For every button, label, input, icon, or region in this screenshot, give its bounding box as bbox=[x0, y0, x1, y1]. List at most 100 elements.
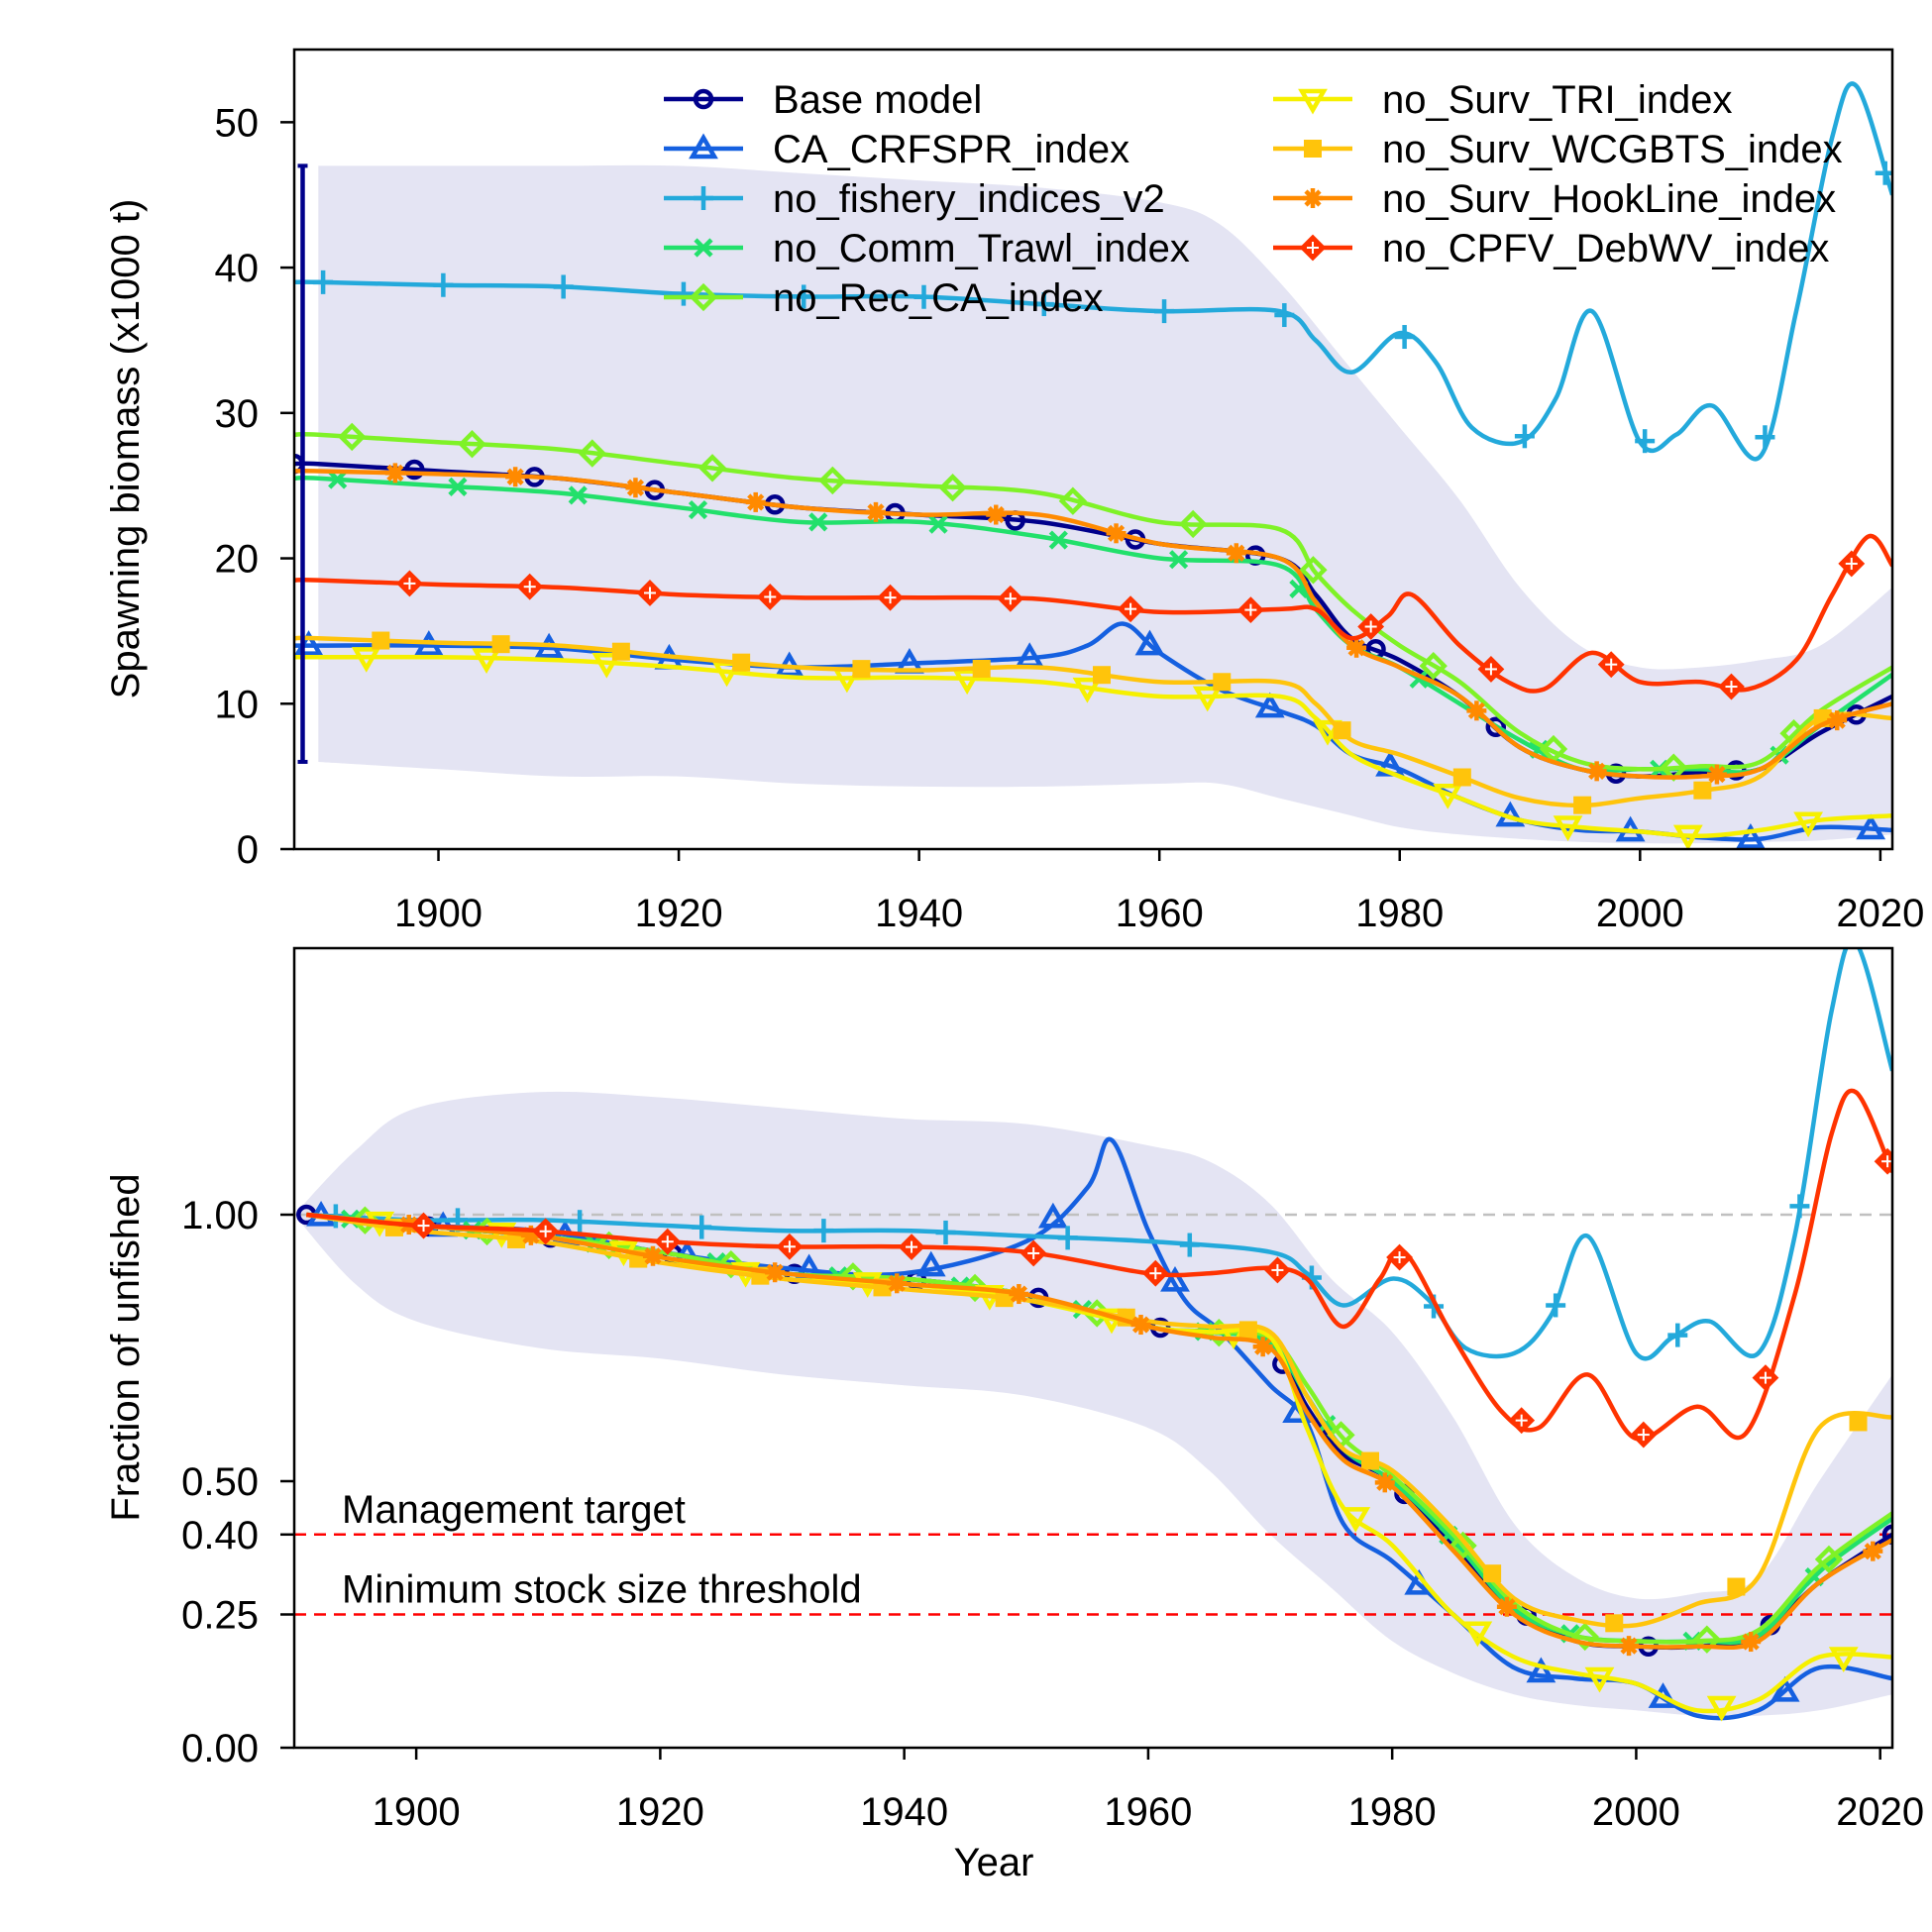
legend-item: no_Surv_HookLine_index bbox=[1273, 177, 1836, 221]
legend-marker bbox=[689, 133, 718, 160]
legend-label: no_Comm_Trawl_index bbox=[773, 227, 1190, 270]
series-marker bbox=[1693, 781, 1712, 800]
series-marker bbox=[1793, 811, 1824, 838]
series-marker bbox=[1226, 543, 1246, 564]
series-marker bbox=[1718, 673, 1745, 700]
series-marker bbox=[972, 659, 991, 678]
legend-marker bbox=[694, 238, 713, 258]
x-tick-label: 1940 bbox=[860, 1790, 948, 1834]
series-marker bbox=[458, 430, 486, 459]
series-marker bbox=[1419, 651, 1448, 681]
series-marker bbox=[1770, 1675, 1800, 1702]
series-marker bbox=[433, 272, 454, 297]
series-marker bbox=[1546, 1293, 1566, 1318]
series-marker bbox=[1814, 1545, 1844, 1574]
series-marker bbox=[1192, 686, 1223, 712]
series-marker bbox=[578, 439, 606, 468]
series-marker bbox=[1333, 721, 1351, 740]
confidence-band-area bbox=[294, 1091, 1892, 1717]
series-marker bbox=[1597, 651, 1625, 679]
series-marker bbox=[1238, 1321, 1257, 1340]
series-marker bbox=[1496, 1596, 1517, 1617]
series-marker bbox=[1881, 1524, 1892, 1546]
series-marker bbox=[338, 422, 367, 452]
y-tick-label: 50 bbox=[215, 101, 260, 145]
series-marker bbox=[491, 635, 510, 654]
confidence-band bbox=[294, 1091, 1892, 1717]
x-tick-label: 1960 bbox=[1116, 892, 1204, 935]
x-tick-label: 1960 bbox=[1104, 1790, 1192, 1834]
series-marker bbox=[1667, 1323, 1688, 1347]
series-marker bbox=[448, 477, 468, 496]
series-lines bbox=[296, 948, 1892, 1722]
y-axis-title: Fraction of unfished bbox=[104, 1173, 148, 1521]
legend-label: no_fishery_indices_v2 bbox=[773, 177, 1165, 221]
series-marker bbox=[673, 281, 694, 306]
series-marker bbox=[1361, 1451, 1380, 1470]
series-marker bbox=[1341, 1507, 1371, 1533]
series-marker bbox=[570, 1210, 590, 1234]
legend-label: CA_CRFSPR_index bbox=[773, 128, 1129, 171]
series-marker bbox=[1357, 613, 1385, 640]
legend-item: no_Surv_WCGBTS_index bbox=[1273, 128, 1843, 171]
series-marker bbox=[1874, 1147, 1892, 1175]
y-axis: 0.00 0.25 0.40 0.50 1.00 bbox=[181, 1194, 294, 1771]
series-marker bbox=[1672, 824, 1703, 849]
series-marker bbox=[472, 648, 501, 674]
series-line-no_Surv_WCGBTS_index bbox=[294, 635, 1892, 808]
series-marker bbox=[1605, 1614, 1624, 1633]
series-marker bbox=[372, 631, 390, 650]
series-marker bbox=[1706, 764, 1727, 785]
series-marker bbox=[1020, 1239, 1047, 1267]
legend-label: Base model bbox=[773, 78, 982, 122]
x-tick-label: 2020 bbox=[1836, 892, 1924, 935]
series-marker bbox=[1838, 550, 1866, 578]
y-tick-label: 40 bbox=[215, 247, 260, 290]
series-marker bbox=[1254, 692, 1285, 718]
legend-marker bbox=[693, 88, 714, 110]
series-marker bbox=[1160, 1265, 1190, 1292]
series-marker bbox=[938, 474, 967, 502]
series-marker bbox=[1752, 1364, 1779, 1392]
series-marker bbox=[636, 580, 664, 606]
series-marker bbox=[915, 1250, 946, 1277]
x-tick-label: 1900 bbox=[394, 892, 483, 935]
series-marker bbox=[692, 1215, 712, 1239]
series-marker bbox=[1141, 1259, 1169, 1287]
series-marker bbox=[1586, 761, 1607, 782]
y-tick-label: 0.40 bbox=[181, 1514, 259, 1557]
series-marker bbox=[1449, 1531, 1477, 1560]
series-marker bbox=[1856, 813, 1886, 840]
legend-label: no_Rec_CA_index bbox=[773, 276, 1104, 320]
series-marker bbox=[1573, 796, 1592, 814]
legend-item: no_Rec_CA_index bbox=[664, 276, 1104, 320]
series-marker bbox=[1514, 424, 1535, 449]
series-marker bbox=[1849, 1413, 1868, 1432]
series-marker bbox=[1462, 1621, 1493, 1648]
series-marker bbox=[1048, 530, 1068, 550]
series-marker bbox=[1252, 1337, 1273, 1357]
series-marker bbox=[532, 1218, 560, 1245]
legend-label: no_CPFV_DebWV_index bbox=[1382, 227, 1829, 270]
y-tick-label: 20 bbox=[215, 538, 260, 582]
y-tick-label: 1.00 bbox=[181, 1194, 259, 1237]
series-marker bbox=[952, 669, 983, 696]
series-marker bbox=[1179, 1233, 1200, 1257]
x-axis-title: Year bbox=[954, 1841, 1034, 1884]
series-marker bbox=[410, 1212, 437, 1239]
x-tick-label: 2000 bbox=[1596, 892, 1684, 935]
series-marker bbox=[1117, 595, 1144, 623]
series-marker bbox=[1033, 292, 1054, 317]
series-line-no_Surv_HookLine_index bbox=[294, 469, 1892, 780]
series-line-no_Surv_WCGBTS_index bbox=[305, 1212, 1892, 1629]
x-axis: 1900 1920 1940 1960 1980 2000 2020 bbox=[394, 849, 1924, 935]
series-marker bbox=[1058, 486, 1088, 515]
series-marker bbox=[1236, 596, 1264, 624]
series-marker bbox=[611, 642, 630, 661]
series-marker bbox=[1134, 629, 1165, 656]
x-tick-label: 2000 bbox=[1592, 1790, 1680, 1834]
x-tick-label: 1980 bbox=[1355, 892, 1444, 935]
series-marker bbox=[1741, 1632, 1762, 1653]
series-lines bbox=[294, 81, 1892, 849]
